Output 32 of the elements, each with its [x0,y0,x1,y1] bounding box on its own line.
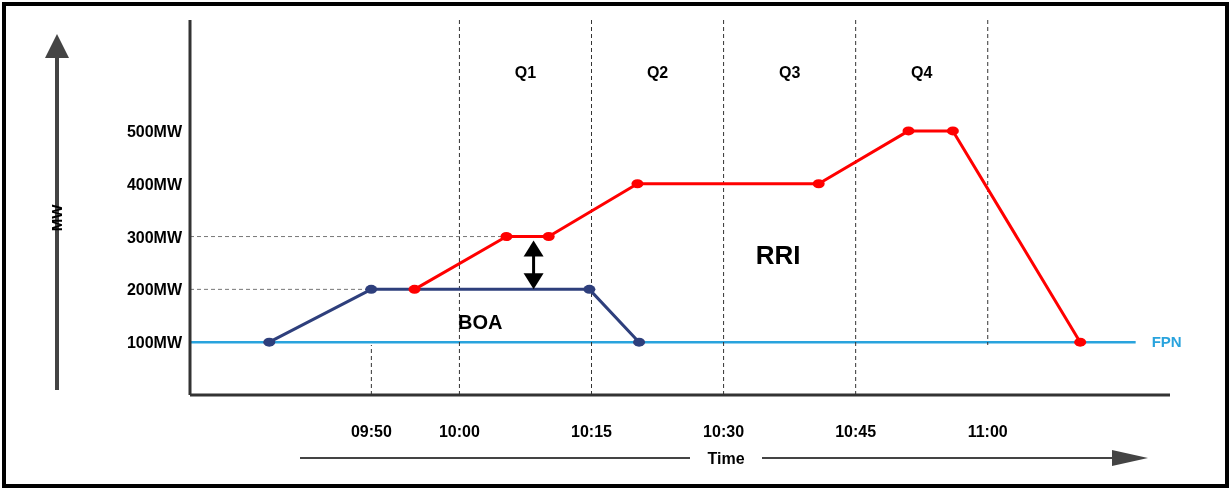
point [583,284,596,294]
y-tick-label: 400MW [126,175,183,193]
point [812,179,825,189]
point [1074,337,1087,347]
point [633,337,646,347]
y-axis-title: MW [48,203,65,232]
point [500,232,513,242]
annotation: RRI [755,239,801,270]
ref-line-label: FPN [1151,333,1182,351]
x-tick-label: 10:15 [571,423,613,440]
x-axis-title: Time [707,450,745,467]
annotation: Q4 [911,64,933,81]
annotation: Q1 [514,64,537,81]
point [542,232,555,242]
annotation: Q3 [778,64,801,81]
point [902,126,915,136]
x-tick-label: 11:00 [967,423,1008,440]
x-tick-label: 10:45 [835,423,877,440]
annotation: BOA [458,311,503,334]
point [631,179,644,189]
point [263,337,276,347]
y-tick-label: 300MW [126,228,183,246]
y-tick-label: 200MW [126,281,183,299]
x-tick-label: 10:30 [703,423,745,440]
point [946,126,959,136]
x-tick-label: 10:00 [438,423,480,440]
x-tick-label: 09:50 [350,423,392,440]
point [365,284,378,294]
annotation: Q2 [646,64,669,81]
y-tick-label: 500MW [126,122,183,140]
point [408,284,421,294]
y-tick-label: 100MW [126,334,183,352]
